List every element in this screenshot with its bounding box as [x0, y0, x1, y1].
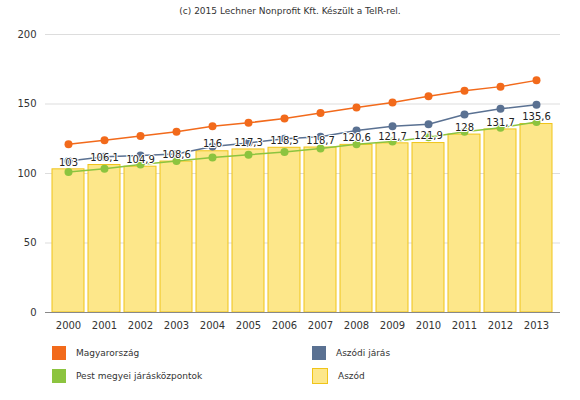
svg-text:2009: 2009 [380, 320, 405, 331]
html-text:Aszód: Aszód [338, 371, 365, 381]
svg-text:2013: 2013 [524, 320, 549, 331]
svg-text:128: 128 [455, 122, 474, 133]
html-text:Aszódi járás: Aszódi járás [336, 348, 391, 358]
svg-text:2010: 2010 [416, 320, 441, 331]
svg-text:0: 0 [30, 307, 36, 318]
svg-text:150: 150 [17, 98, 36, 109]
svg-text:116: 116 [203, 138, 222, 149]
svg-text:2005: 2005 [236, 320, 261, 331]
svg-text:121,7: 121,7 [378, 131, 407, 142]
svg-text:131,7: 131,7 [486, 117, 515, 128]
svg-text:2004: 2004 [200, 320, 225, 331]
svg-text:50: 50 [24, 237, 37, 248]
svg-text:100: 100 [17, 168, 36, 179]
svg-text:118,7: 118,7 [306, 135, 335, 146]
html-text:Pest megyei járásközpontok: Pest megyei járásközpontok [76, 371, 203, 381]
svg-text:135,6: 135,6 [522, 111, 551, 122]
svg-text:2007: 2007 [308, 320, 333, 331]
svg-text:121,9: 121,9 [414, 130, 443, 141]
svg-text:2006: 2006 [272, 320, 297, 331]
svg-text:104,9: 104,9 [126, 154, 155, 165]
svg-text:120,6: 120,6 [342, 132, 371, 143]
svg-text:2000: 2000 [56, 320, 81, 331]
svg-text:2002: 2002 [128, 320, 153, 331]
svg-text:2001: 2001 [92, 320, 117, 331]
svg-text:2012: 2012 [488, 320, 513, 331]
svg-text:118,5: 118,5 [270, 135, 299, 146]
html-text:(c) 2015 Lechner Nonprofit Kft: (c) 2015 Lechner Nonprofit Kft. Készült … [179, 6, 401, 16]
svg-text:2008: 2008 [344, 320, 369, 331]
svg-text:200: 200 [17, 29, 36, 40]
svg-text:117,3: 117,3 [234, 137, 263, 148]
svg-text:106,1: 106,1 [90, 152, 119, 163]
svg-text:103: 103 [59, 157, 78, 168]
svg-text:2011: 2011 [452, 320, 477, 331]
svg-text:2003: 2003 [164, 320, 189, 331]
html-text:Magyarország: Magyarország [76, 348, 140, 358]
svg-text:108,6: 108,6 [162, 149, 191, 160]
